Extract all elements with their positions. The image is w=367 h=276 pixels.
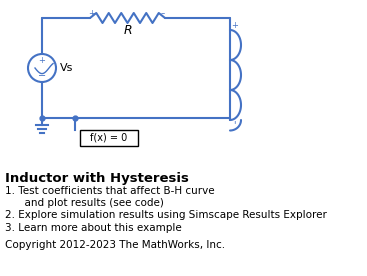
Text: R: R	[123, 23, 132, 36]
Text: +: +	[232, 22, 239, 31]
Text: 2. Explore simulation results using Simscape Results Explorer: 2. Explore simulation results using Sims…	[5, 211, 327, 221]
Text: 3. Learn more about this example: 3. Learn more about this example	[5, 223, 182, 233]
Text: Vs: Vs	[60, 63, 73, 73]
Text: –: –	[161, 9, 165, 18]
Text: +: +	[39, 56, 46, 65]
Text: Copyright 2012-2023 The MathWorks, Inc.: Copyright 2012-2023 The MathWorks, Inc.	[5, 240, 225, 250]
Bar	[80, 130, 138, 146]
Text: and plot results (see code): and plot results (see code)	[5, 198, 164, 208]
Text: f(x) = 0: f(x) = 0	[90, 133, 128, 143]
Text: Inductor with Hysteresis: Inductor with Hysteresis	[5, 172, 189, 185]
Text: ': '	[233, 120, 235, 130]
Text: −: −	[38, 71, 46, 81]
Text: 1. Test coefficients that affect B-H curve: 1. Test coefficients that affect B-H cur…	[5, 185, 215, 195]
Text: +: +	[88, 9, 95, 17]
